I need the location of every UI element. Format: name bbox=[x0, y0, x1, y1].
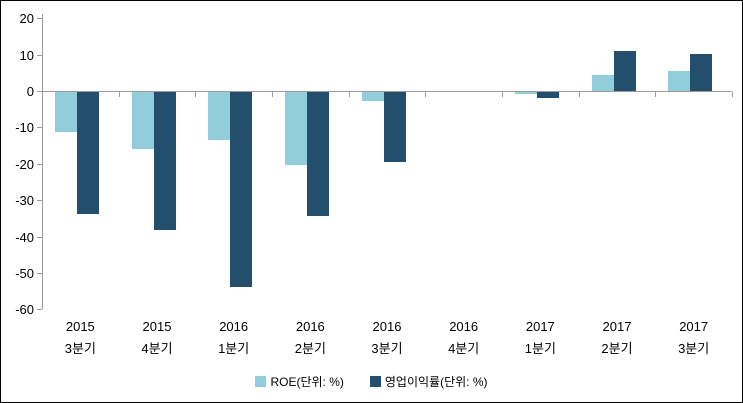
y-axis-line bbox=[42, 14, 43, 310]
y-axis-tick-label: -30 bbox=[15, 193, 34, 209]
x-axis-category-quarter: 1분기 bbox=[524, 341, 556, 356]
bar-roe-1 bbox=[131, 92, 154, 149]
x-axis-category-year: 2017 bbox=[602, 319, 632, 334]
y-axis-tick-label: -40 bbox=[15, 229, 34, 245]
bar-roe-6 bbox=[515, 92, 537, 95]
x-axis-category-year: 2016 bbox=[295, 319, 325, 334]
x-axis-category-quarter: 4분기 bbox=[448, 341, 480, 356]
bar-operating-margin-2 bbox=[230, 92, 253, 288]
x-axis-category-year: 2016 bbox=[449, 319, 479, 334]
y-axis-tick-label: 0 bbox=[26, 84, 34, 99]
bar-operating-margin-0 bbox=[77, 92, 99, 215]
bar-roe-8 bbox=[668, 71, 691, 91]
legend-swatch-roe bbox=[255, 376, 267, 387]
bar-operating-margin-1 bbox=[153, 92, 176, 231]
bar-roe-7 bbox=[591, 75, 614, 91]
x-axis-tick bbox=[502, 92, 503, 97]
bar-operating-margin-7 bbox=[613, 51, 636, 91]
y-axis-tick bbox=[37, 54, 42, 56]
y-axis-tick bbox=[37, 91, 42, 92]
y-axis-tick-label: 20 bbox=[19, 11, 34, 27]
y-axis-tick-label: 10 bbox=[19, 47, 34, 63]
x-axis-category-quarter: 2분기 bbox=[294, 341, 326, 356]
legend-item-operating-margin: 영업이익률(단위: %) bbox=[369, 373, 488, 390]
x-axis-category-year: 2016 bbox=[372, 319, 402, 334]
x-axis-category-quarter: 4분기 bbox=[141, 341, 173, 356]
y-axis-tick-label: -10 bbox=[15, 120, 34, 136]
chart-legend: ROE(단위: %) 영업이익률(단위: %) bbox=[1, 373, 742, 390]
y-axis-tick-label: -20 bbox=[15, 156, 34, 172]
bar-roe-0 bbox=[55, 92, 77, 132]
bar-operating-margin-3 bbox=[307, 92, 329, 217]
x-axis-category-year: 2017 bbox=[525, 319, 555, 334]
legend-label-roe: ROE(단위: %) bbox=[270, 375, 344, 389]
x-axis-category-year: 2016 bbox=[219, 319, 249, 334]
y-axis-tick bbox=[37, 200, 42, 202]
x-axis-zero-line bbox=[42, 91, 732, 92]
x-axis-category-quarter: 3분기 bbox=[371, 341, 403, 356]
y-axis-tick bbox=[37, 163, 42, 165]
y-axis-tick bbox=[37, 127, 42, 129]
legend-item-roe: ROE(단위: %) bbox=[255, 373, 344, 390]
x-axis-tick bbox=[425, 92, 427, 97]
bar-operating-margin-6 bbox=[537, 92, 559, 99]
x-axis-category-quarter: 1분기 bbox=[218, 341, 250, 356]
legend-label-operating-margin: 영업이익률(단위: %) bbox=[384, 375, 488, 389]
x-axis-category-quarter: 2분기 bbox=[601, 341, 633, 356]
bar-roe-3 bbox=[285, 92, 307, 165]
y-axis-tick bbox=[37, 273, 42, 274]
y-axis-tick bbox=[37, 236, 42, 238]
x-axis-tick bbox=[578, 92, 580, 97]
bar-operating-margin-8 bbox=[690, 53, 713, 91]
x-axis-tick bbox=[655, 92, 657, 97]
x-axis-category-quarter: 3분기 bbox=[64, 341, 96, 356]
bar-roe-4 bbox=[361, 92, 384, 102]
x-axis-category-year: 2015 bbox=[65, 319, 95, 334]
x-axis-tick bbox=[195, 92, 197, 97]
y-axis-tick bbox=[37, 309, 42, 311]
x-axis-tick bbox=[272, 92, 273, 97]
x-axis-category-year: 2015 bbox=[142, 319, 172, 334]
bar-roe-2 bbox=[208, 92, 231, 140]
x-axis-tick bbox=[118, 92, 120, 97]
y-axis-tick bbox=[37, 18, 42, 20]
x-axis-tick bbox=[348, 92, 350, 97]
y-axis-tick-label: -50 bbox=[15, 266, 34, 281]
x-axis-tick bbox=[732, 92, 733, 97]
x-axis-category-year: 2017 bbox=[679, 319, 709, 334]
legend-swatch-operating-margin bbox=[369, 376, 381, 387]
bar-operating-margin-4 bbox=[383, 92, 406, 163]
y-axis-tick-label: -60 bbox=[15, 302, 34, 318]
x-axis-category-quarter: 3분기 bbox=[678, 341, 710, 356]
